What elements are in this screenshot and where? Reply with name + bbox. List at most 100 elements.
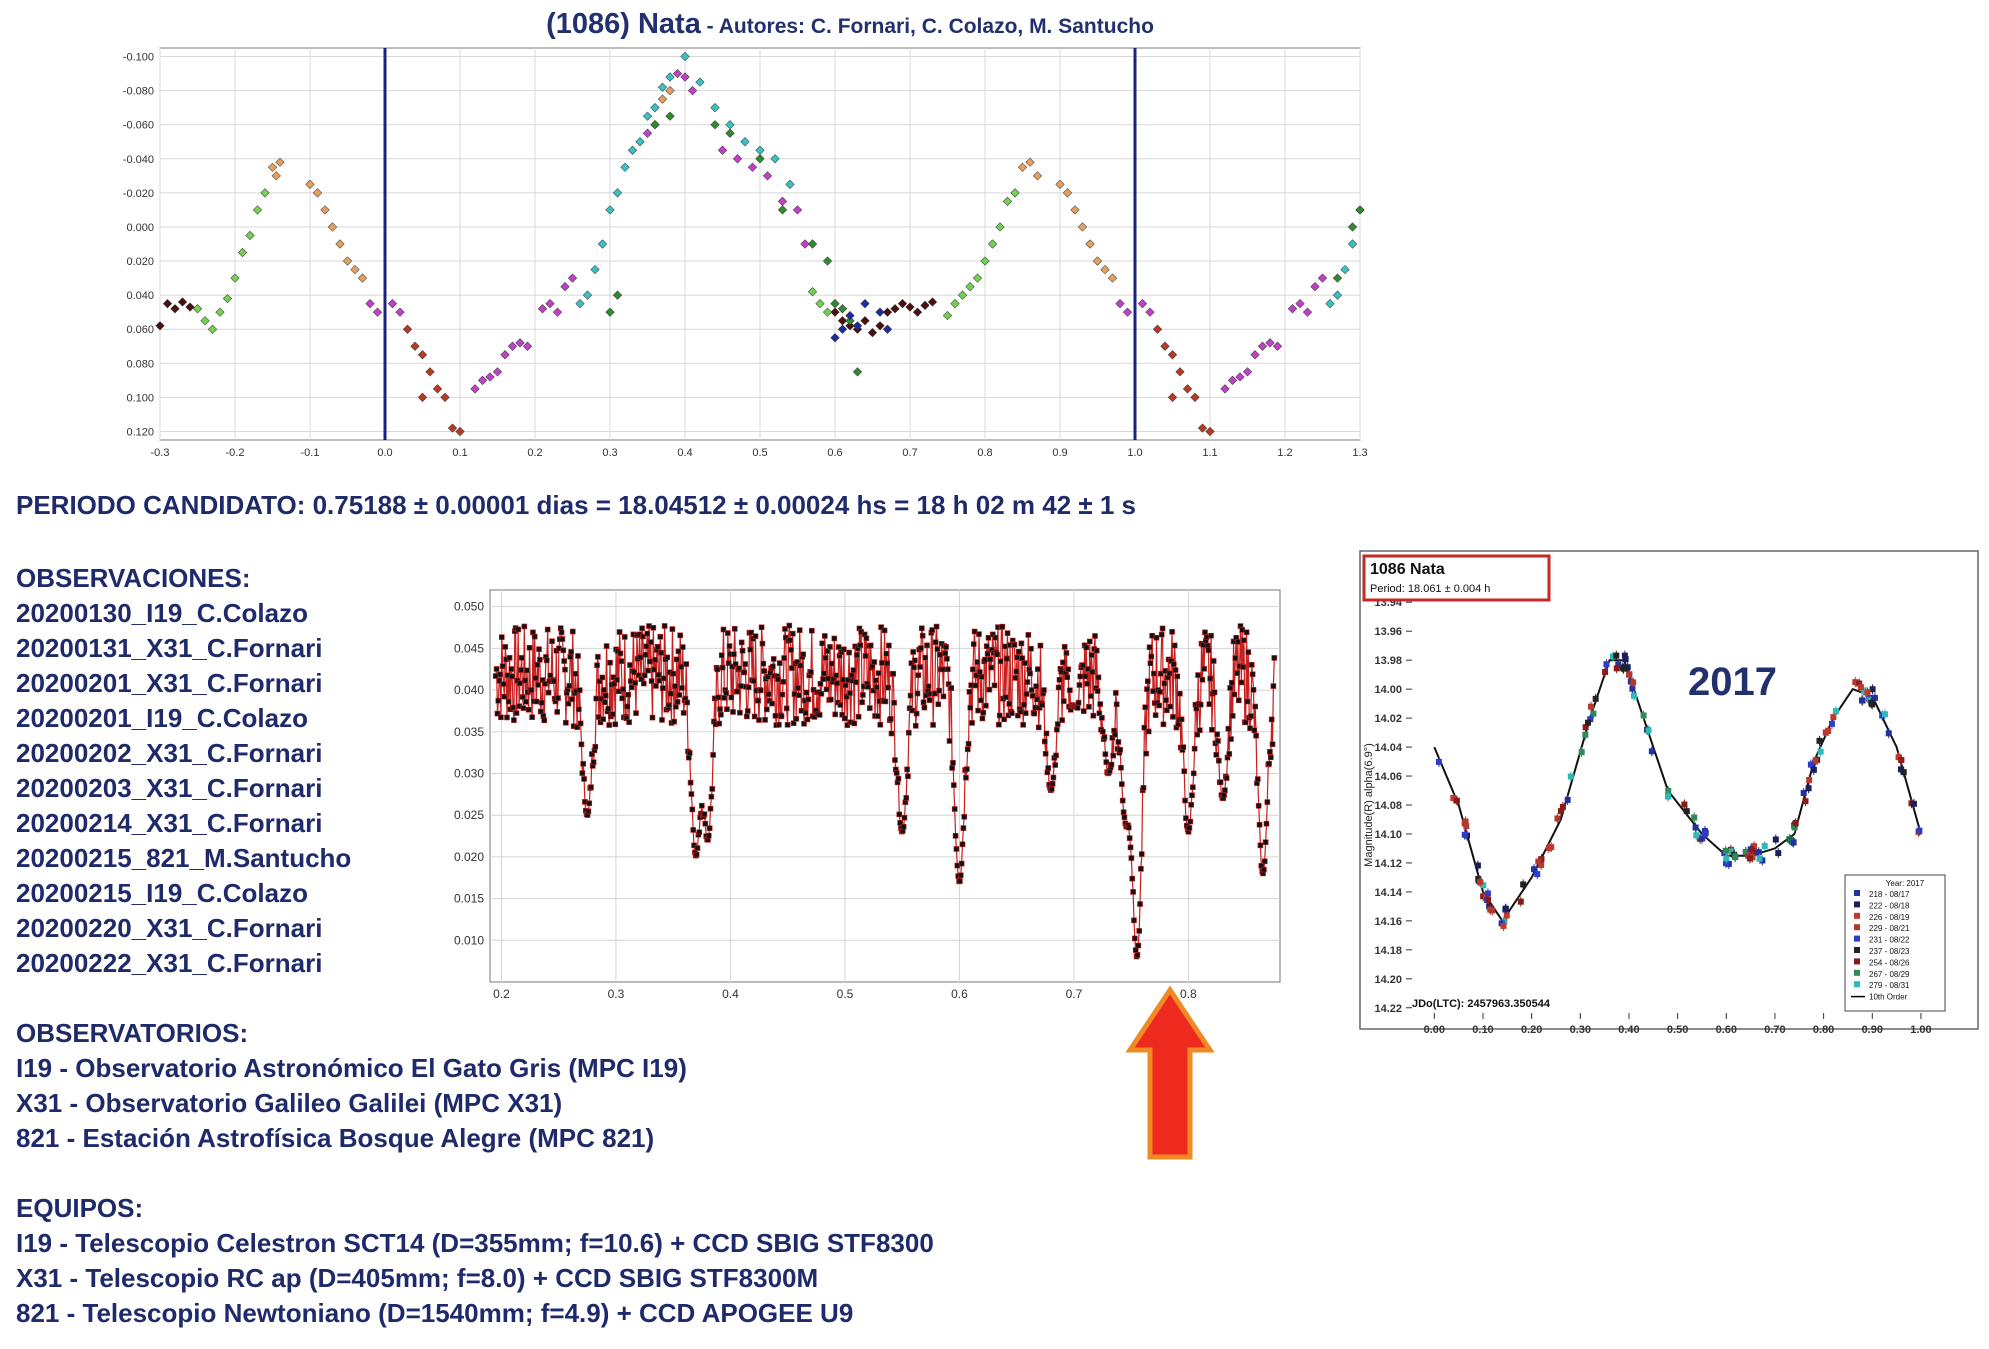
data-point [1087, 693, 1094, 699]
data-point [1249, 671, 1256, 678]
data-point [710, 752, 716, 758]
data-point [1231, 691, 1238, 698]
data-point [675, 648, 682, 655]
plot-title: 1086 Nata [1370, 561, 1445, 578]
data-point [915, 672, 922, 678]
data-point [500, 350, 510, 360]
data-point [893, 770, 900, 776]
data-point [891, 699, 897, 706]
data-point [526, 644, 533, 651]
data-point [1160, 721, 1167, 728]
data-point [761, 668, 767, 674]
data-point [597, 239, 608, 249]
data-point [592, 743, 599, 750]
y-axis-label: Magnitude(R) alpha(6.9°) [1363, 743, 1375, 867]
data-point [967, 704, 974, 711]
data-point [1002, 196, 1013, 206]
data-point [895, 775, 902, 782]
data-point [808, 669, 814, 676]
data-point [977, 697, 984, 704]
data-point [1137, 901, 1143, 907]
data-point [1121, 814, 1128, 821]
data-point [657, 82, 668, 92]
data-point [1238, 679, 1245, 686]
data-point [535, 682, 541, 688]
data-point [1187, 818, 1194, 825]
data-point [1620, 665, 1627, 672]
data-point [1242, 367, 1253, 377]
data-point [1332, 290, 1343, 300]
data-point [215, 307, 225, 317]
data-point [222, 293, 233, 304]
data-point [1621, 652, 1628, 659]
data-point [1609, 653, 1616, 660]
data-point [1067, 687, 1073, 694]
observation-item: 20200201_I19_C.Colazo [16, 703, 308, 733]
data-point [840, 676, 846, 683]
data-point [1174, 673, 1181, 680]
data-point [957, 878, 963, 884]
data-point [1242, 719, 1249, 726]
data-point [1053, 752, 1059, 759]
data-point [513, 710, 520, 716]
data-point [853, 679, 859, 685]
data-point [1029, 693, 1036, 699]
data-point [1234, 670, 1240, 676]
data-point [725, 630, 731, 636]
data-point [1095, 674, 1102, 681]
data-point [875, 670, 882, 676]
data-point [1064, 674, 1071, 680]
data-point [1567, 773, 1574, 780]
data-point [804, 716, 811, 723]
data-point [518, 667, 524, 673]
x-tick-label: 0.30 [1570, 1024, 1591, 1036]
highlight-arrow [1125, 985, 1215, 1160]
data-point [595, 654, 601, 660]
data-point [696, 829, 703, 836]
data-point [930, 722, 936, 728]
data-point [832, 711, 839, 718]
y-tick-label: 14.16 [1374, 916, 1402, 928]
data-point [845, 310, 855, 321]
data-point [627, 145, 638, 155]
data-point [960, 825, 967, 831]
y-tick-label: 0.050 [454, 600, 484, 614]
data-point [1164, 707, 1170, 714]
data-point [605, 307, 615, 317]
data-point [1266, 760, 1272, 767]
data-point [477, 375, 488, 385]
data-point [680, 51, 690, 62]
data-point [1014, 654, 1020, 661]
data-point [739, 647, 746, 654]
data-point [828, 696, 834, 703]
data-point [827, 644, 833, 650]
data-point [661, 623, 668, 629]
x-tick-label: -0.1 [301, 447, 320, 459]
data-point [485, 372, 495, 382]
x-tick-label: 0.2 [527, 447, 542, 459]
y-tick-label: 0.080 [126, 358, 154, 370]
observatories-block: OBSERVATORIOS: I19 - Observatorio Astron… [16, 1016, 687, 1156]
data-point [605, 705, 612, 712]
data-point [807, 287, 818, 297]
x-tick-label: 0.5 [837, 987, 854, 1001]
data-point [892, 757, 898, 763]
data-point [1248, 713, 1254, 719]
data-point [372, 307, 383, 317]
data-point [920, 300, 930, 310]
data-point [758, 624, 765, 631]
data-point [582, 290, 593, 300]
data-point [970, 666, 976, 673]
data-point [686, 754, 692, 761]
data-point [964, 746, 971, 753]
data-point [792, 205, 803, 215]
data-point [612, 188, 623, 198]
legend-entry: 226 - 08/19 [1869, 913, 1910, 922]
data-point [1153, 634, 1160, 641]
data-point [679, 685, 685, 691]
x-tick-label: 0.4 [722, 987, 739, 1001]
data-point [1812, 757, 1819, 764]
data-point [770, 154, 780, 164]
data-point [612, 721, 619, 728]
data-point [549, 638, 555, 645]
